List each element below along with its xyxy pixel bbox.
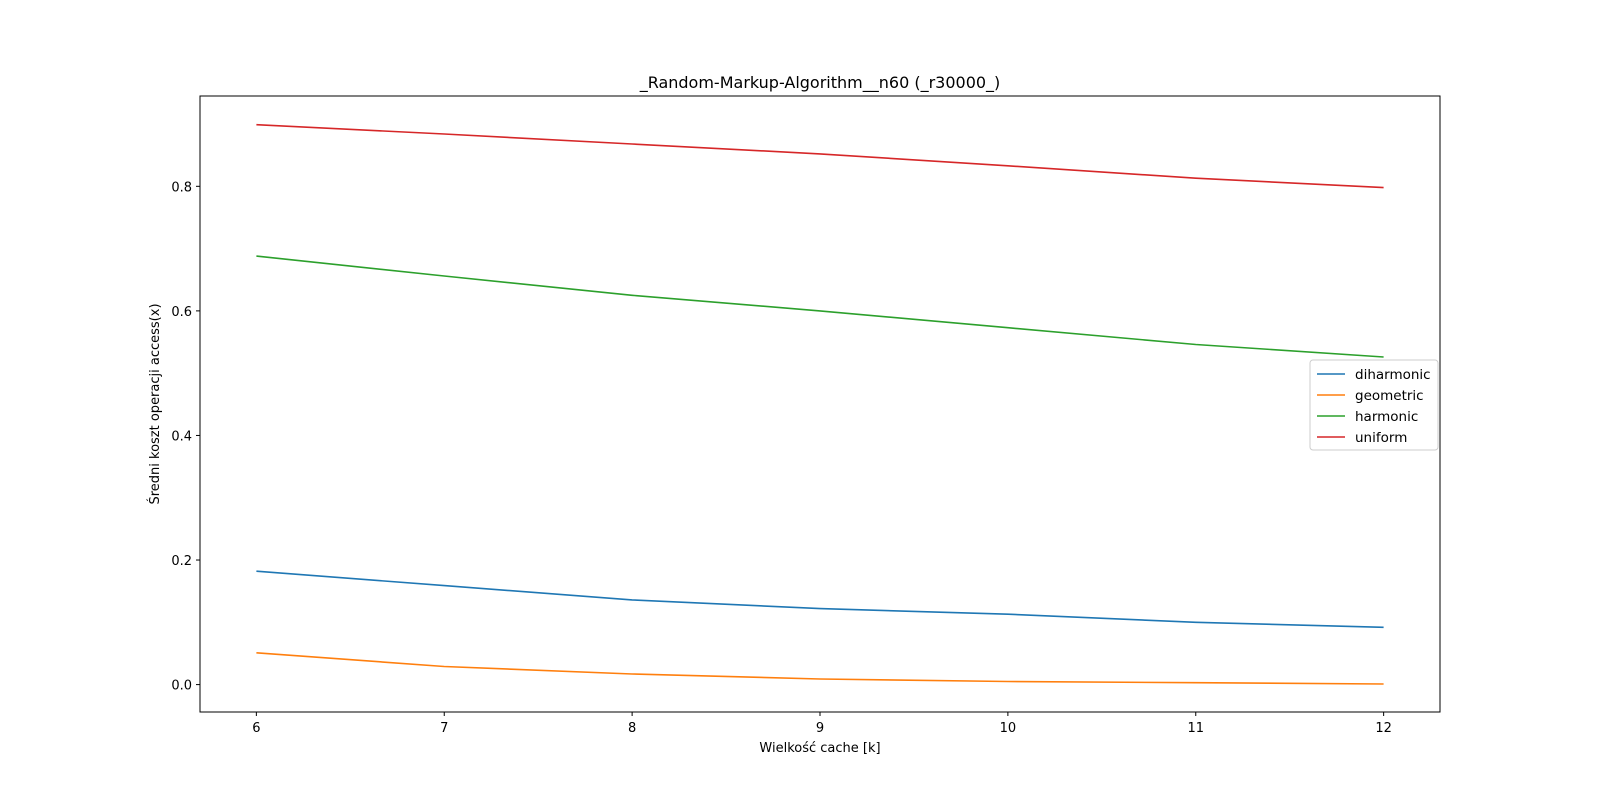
series-line-harmonic <box>256 255 1384 358</box>
y-tick-label: 0.4 <box>171 429 192 444</box>
series-line-geometric <box>256 652 1384 685</box>
x-tick-label: 10 <box>1000 721 1017 736</box>
legend-label-diharmonic: diharmonic <box>1355 367 1431 383</box>
series-layer <box>256 123 1384 685</box>
legend-label-harmonic: harmonic <box>1355 409 1418 425</box>
series-line-diharmonic <box>256 570 1384 629</box>
legend: diharmonic geometric harmonic uniform <box>1309 359 1439 451</box>
y-axis-label: Średni koszt operacji access(x) <box>147 303 163 504</box>
x-axis-label: Wielkość cache [k] <box>759 741 880 756</box>
y-tick-label: 0.6 <box>171 305 192 320</box>
legend-label-uniform: uniform <box>1355 430 1407 446</box>
x-axis: 6 7 8 9 10 11 12 <box>252 712 1392 736</box>
y-tick-label: 0.0 <box>171 679 192 694</box>
x-tick-label: 9 <box>816 721 824 736</box>
legend-box <box>1309 359 1439 451</box>
y-axis: 0.0 0.2 0.4 0.6 0.8 <box>171 180 200 694</box>
y-tick-label: 0.8 <box>171 180 192 195</box>
legend-label-geometric: geometric <box>1355 388 1424 404</box>
x-tick-label: 12 <box>1375 721 1392 736</box>
y-tick-label: 0.2 <box>171 554 192 569</box>
chart-title: _Random-Markup-Algorithm__n60 (_r30000_) <box>639 73 1001 93</box>
x-tick-label: 6 <box>252 721 260 736</box>
x-tick-label: 8 <box>628 721 636 736</box>
x-tick-label: 11 <box>1187 721 1204 736</box>
series-line-uniform <box>256 123 1384 189</box>
x-tick-label: 7 <box>440 721 448 736</box>
